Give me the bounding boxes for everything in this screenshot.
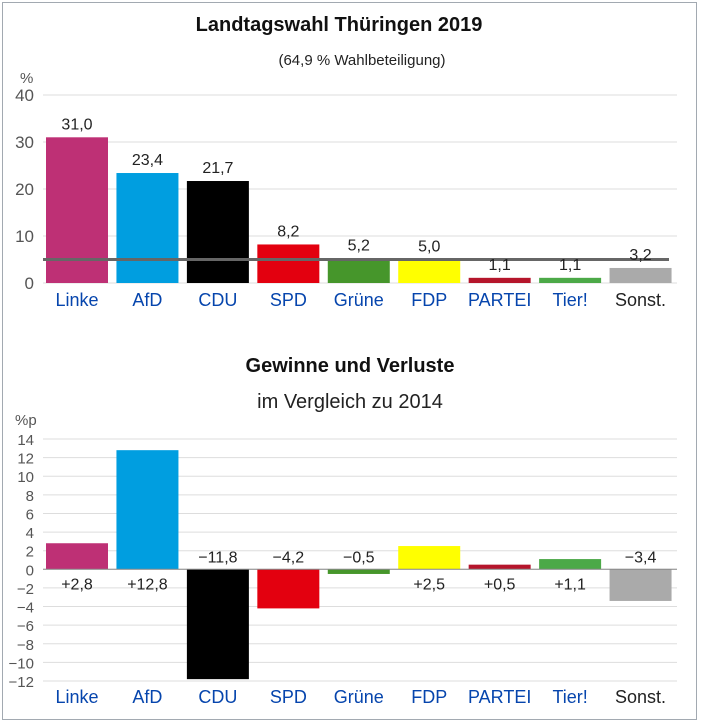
- category-label: SPD: [270, 687, 307, 707]
- bar-grne: [327, 569, 390, 574]
- category-label: PARTEI: [468, 687, 531, 707]
- category-label: Tier!: [552, 290, 587, 310]
- category-label: FDP: [411, 290, 447, 310]
- bar-partei: [468, 277, 531, 283]
- value-label: 1,1: [559, 257, 581, 274]
- category-label: AfD: [132, 687, 162, 707]
- bar-sonst: [609, 267, 672, 283]
- chart-1-subtitle: (64,9 % Wahlbeteiligung): [278, 52, 445, 69]
- bar-fdp: [398, 546, 461, 570]
- value-label: +0,5: [484, 576, 516, 593]
- chart-2-bars: [46, 450, 672, 680]
- bar-tier: [539, 277, 602, 283]
- bar-linke: [46, 543, 108, 570]
- category-label: Sonst.: [615, 687, 666, 707]
- chart-2-category-labels: Linke AfD CDU SPD Grüne FDP PARTEI Tier! Sonst.: [55, 687, 666, 707]
- value-label: +2,8: [61, 576, 93, 593]
- bar-afd: [116, 450, 179, 570]
- y-tick-label: 2: [26, 544, 34, 561]
- bar-spd: [257, 244, 320, 283]
- chart-1: Landtagswahl Thüringen 2019 (64,9 % Wahl…: [15, 14, 677, 310]
- value-label: 8,2: [277, 223, 299, 240]
- chart-1-y-ticks: 0 10 20 30 40: [15, 86, 34, 293]
- bar-tier: [539, 559, 602, 570]
- y-tick-label: −4: [17, 600, 34, 617]
- value-label: 3,2: [629, 247, 651, 264]
- value-label: 5,0: [418, 239, 440, 256]
- y-tick-label: 8: [26, 488, 34, 505]
- value-label: 5,2: [348, 238, 370, 255]
- category-label: PARTEI: [468, 290, 531, 310]
- category-label: Tier!: [552, 687, 587, 707]
- bar-partei: [468, 564, 531, 570]
- chart-1-value-labels: 31,0 23,4 21,7 8,2 5,2 5,0 1,1 1,1 3,2: [61, 116, 651, 274]
- value-label: −11,8: [198, 549, 237, 566]
- chart-2-subtitle: im Vergleich zu 2014: [257, 391, 443, 413]
- value-label: −0,5: [343, 549, 375, 566]
- bar-afd: [116, 173, 179, 283]
- y-tick-label: 4: [26, 525, 34, 542]
- y-tick-label: −6: [17, 618, 34, 635]
- category-label: CDU: [198, 290, 237, 310]
- y-tick-label: 10: [15, 227, 34, 246]
- y-tick-label: 0: [25, 274, 34, 293]
- value-label: 1,1: [489, 257, 511, 274]
- bar-grne: [327, 258, 390, 283]
- bar-cdu: [186, 181, 249, 283]
- y-tick-label: −12: [9, 674, 34, 691]
- y-tick-label: 14: [17, 432, 34, 449]
- bar-fdp: [398, 259, 461, 283]
- value-label: +2,5: [413, 576, 445, 593]
- y-tick-label: 0: [26, 562, 34, 579]
- y-tick-label: −8: [17, 637, 34, 654]
- chart-2: Gewinne und Verluste im Vergleich zu 201…: [9, 355, 677, 707]
- y-tick-label: 12: [17, 451, 34, 468]
- value-label: 31,0: [61, 116, 92, 133]
- chart-1-title: Landtagswahl Thüringen 2019: [196, 14, 483, 36]
- chart-1-ylabel: %: [20, 70, 33, 87]
- category-label: Grüne: [334, 687, 384, 707]
- category-label: FDP: [411, 687, 447, 707]
- chart-2-title: Gewinne und Verluste: [246, 355, 455, 377]
- y-tick-label: −10: [9, 655, 34, 672]
- bar-linke: [46, 137, 108, 283]
- y-tick-label: −2: [17, 581, 34, 598]
- value-label: +1,1: [554, 576, 586, 593]
- bar-cdu: [186, 569, 249, 680]
- y-tick-label: 6: [26, 506, 34, 523]
- chart-2-ylabel: %p: [15, 412, 37, 429]
- value-label: −4,2: [273, 549, 305, 566]
- category-label: AfD: [132, 290, 162, 310]
- bar-sonst: [609, 569, 672, 601]
- category-label: Linke: [55, 687, 98, 707]
- value-label: −3,4: [625, 549, 657, 566]
- value-label: +12,8: [127, 576, 168, 593]
- category-label: Linke: [55, 290, 98, 310]
- y-tick-label: 30: [15, 133, 34, 152]
- category-label: SPD: [270, 290, 307, 310]
- value-label: 21,7: [202, 160, 233, 177]
- y-tick-label: 20: [15, 180, 34, 199]
- category-label: CDU: [198, 687, 237, 707]
- category-label: Sonst.: [615, 290, 666, 310]
- bar-spd: [257, 569, 320, 609]
- value-label: 23,4: [132, 152, 163, 169]
- category-label: Grüne: [334, 290, 384, 310]
- chart-1-category-labels: Linke AfD CDU SPD Grüne FDP PARTEI Tier! Sonst.: [55, 290, 666, 310]
- y-tick-label: 10: [17, 469, 34, 486]
- chart-2-value-labels: +2,8 +12,8 −11,8 −4,2 −0,5 +2,5 +0,5 +1,1 −3,4: [61, 549, 656, 593]
- y-tick-label: 40: [15, 86, 34, 105]
